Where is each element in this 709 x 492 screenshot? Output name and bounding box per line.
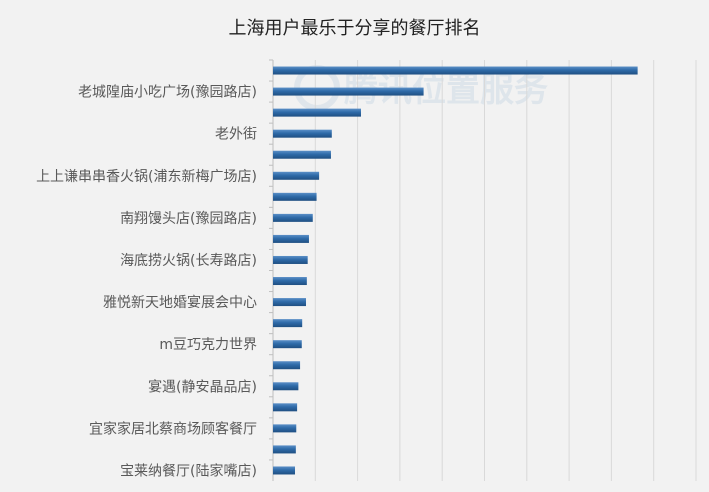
bar [273, 108, 361, 117]
category-label: 宜家家居北蔡商场顾客餐厅 [89, 420, 257, 437]
bar [273, 234, 309, 243]
bar [273, 87, 424, 96]
category-label: 宝莱纳餐厅(陆家嘴店) [120, 462, 257, 479]
bar [273, 340, 302, 349]
category-label: 雅悦新天地婚宴展会中心 [103, 294, 257, 311]
category-label: 上上谦串串香火锅(浦东新梅广场店) [36, 169, 257, 185]
bar [273, 66, 638, 75]
bar [273, 382, 299, 391]
bar [273, 213, 313, 222]
category-label: 宴遇(静安晶品店) [148, 378, 257, 395]
bar [273, 192, 317, 201]
bar [273, 466, 295, 475]
bar [273, 129, 332, 138]
category-label: m豆巧克力世界 [159, 337, 257, 353]
bar [273, 255, 308, 264]
category-label: 南翔馒头店(豫园路店) [120, 211, 257, 227]
bar [273, 424, 297, 433]
bar [273, 361, 301, 370]
bar [273, 403, 298, 412]
bar [273, 445, 296, 454]
bar [273, 171, 320, 180]
chart-title: 上海用户最乐于分享的餐厅排名 [228, 18, 481, 39]
bar [273, 277, 307, 286]
bar [273, 319, 303, 328]
bar [273, 150, 331, 159]
category-label: 海底捞火锅(长寿路店) [120, 252, 257, 269]
category-label: 老外街 [215, 127, 257, 143]
category-label: 老城隍庙小吃广场(豫园路店) [78, 85, 257, 101]
bar [273, 298, 306, 307]
